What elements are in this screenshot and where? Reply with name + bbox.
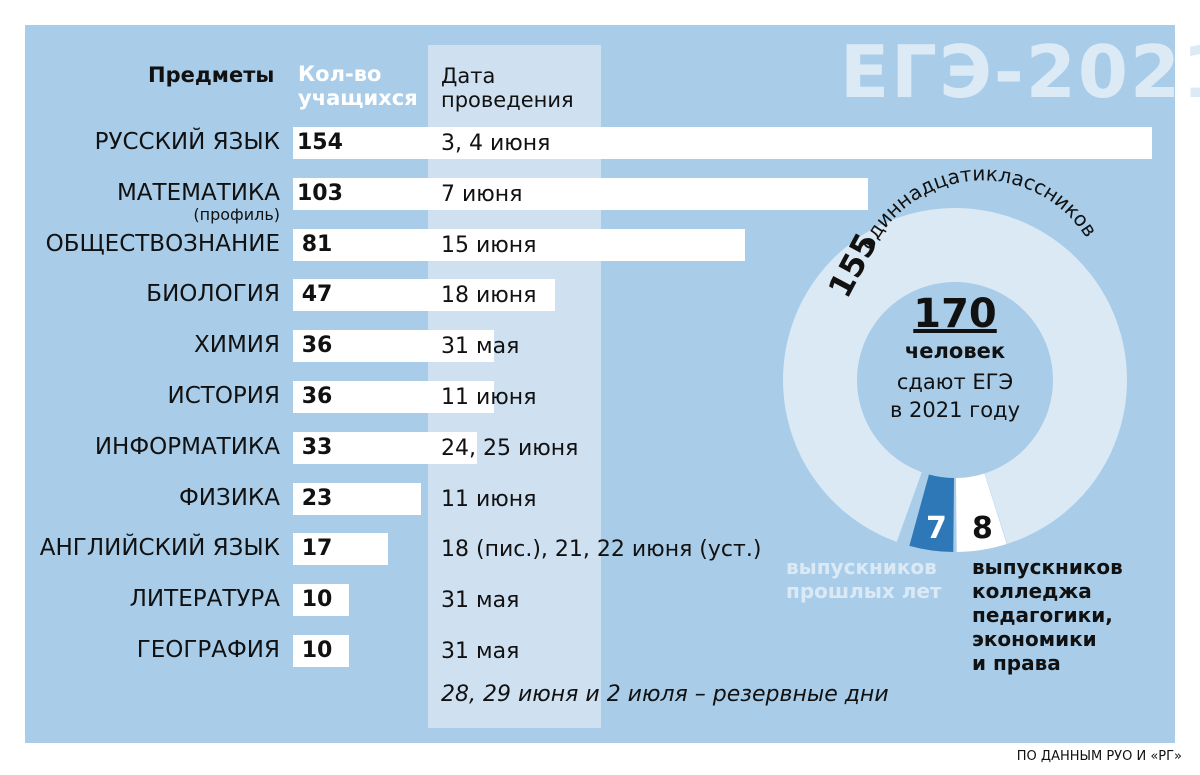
value-label: 103 [297,180,343,206]
value-label: 47 [301,282,333,308]
donut-value-7: 7 [926,511,947,546]
donut-segment-8 [955,473,1007,552]
bar-6 [293,431,478,464]
value-label: 17 [301,536,333,562]
category-label: ИСТОРИЯ [167,383,280,409]
category-label: ГЕОГРАФИЯ [136,637,280,663]
bar-3 [293,279,556,312]
caption-8-line3: педагогики, [972,603,1113,627]
category-label: МАТЕМАТИКА [116,179,280,206]
caption-7-line1: выпускников [786,555,937,579]
category-label: ОБЩЕСТВОЗНАНИЕ [45,230,280,257]
date-label: 18 (пис.), 21, 22 июня (уст.) [441,537,762,563]
date-label: 11 июня [441,385,537,410]
value-label: 23 [301,485,333,511]
bar-10 [293,635,349,667]
header-count-line1: Кол-во [298,62,382,86]
donut-value-8: 8 [972,511,993,546]
caption-8-line5: и права [972,651,1061,675]
category-label: ХИМИЯ [194,332,280,359]
reserve-days-note: 28, 29 июня и 2 июля – резервные дни [441,682,889,707]
category-note: (профиль) [193,204,280,224]
value-label: 10 [301,587,333,613]
date-label: 31 мая [441,639,520,664]
date-label: 11 июня [441,486,537,512]
bar-4 [293,330,494,363]
category-label: АНГЛИЙСКИЙ ЯЗЫК [39,535,280,562]
value-label: 10 [301,638,333,663]
category-label: РУССКИЙ ЯЗЫК [94,129,280,155]
bar-9 [293,584,349,617]
donut-total-label-2: в 2021 году [890,398,1020,422]
value-label: 36 [301,333,333,359]
value-label: 154 [297,130,343,155]
donut-total-label-1: сдают ЕГЭ [896,370,1014,394]
bar-7 [293,482,422,515]
chart-title: ЕГЭ-2021 [840,30,1200,114]
caption-8-line1: выпускников [972,555,1123,579]
value-label: 81 [301,231,333,257]
header-date-line2: проведения [441,88,574,112]
caption-8-line2: колледжа [972,579,1092,603]
donut-total-label-bold: человек [904,339,1006,363]
bar-1 [293,177,868,210]
source-note: ПО ДАННЫМ РУО И «РГ» [1016,749,1182,764]
donut-segment-7 [909,474,955,552]
bar-0 [293,127,1152,159]
header-count-line2: учащихся [298,86,418,110]
donut-segment-155 [783,208,1127,544]
bar-5 [293,381,494,413]
category-label: ИНФОРМАТИКА [94,433,280,460]
date-label: 3, 4 июня [441,131,551,156]
category-label: ЛИТЕРАТУРА [129,586,280,613]
donut-total: 170 [913,291,997,337]
date-label: 7 июня [441,181,523,207]
caption-7-line2: прошлых лет [786,579,942,603]
date-label: 15 июня [441,232,537,258]
header-date-line1: Дата [441,64,496,88]
caption-8-line4: экономики [972,627,1097,651]
date-label: 31 мая [441,588,520,614]
header-subjects: Предметы [148,63,275,87]
date-label: 18 июня [441,283,537,309]
bar-2 [293,228,745,261]
category-label: ФИЗИКА [178,484,280,511]
bar-8 [293,533,388,566]
value-label: 33 [301,434,333,460]
value-label: 36 [301,384,333,409]
date-label: 31 мая [441,334,520,360]
date-label: 24, 25 июня [441,435,579,461]
category-label: БИОЛОГИЯ [146,281,280,308]
